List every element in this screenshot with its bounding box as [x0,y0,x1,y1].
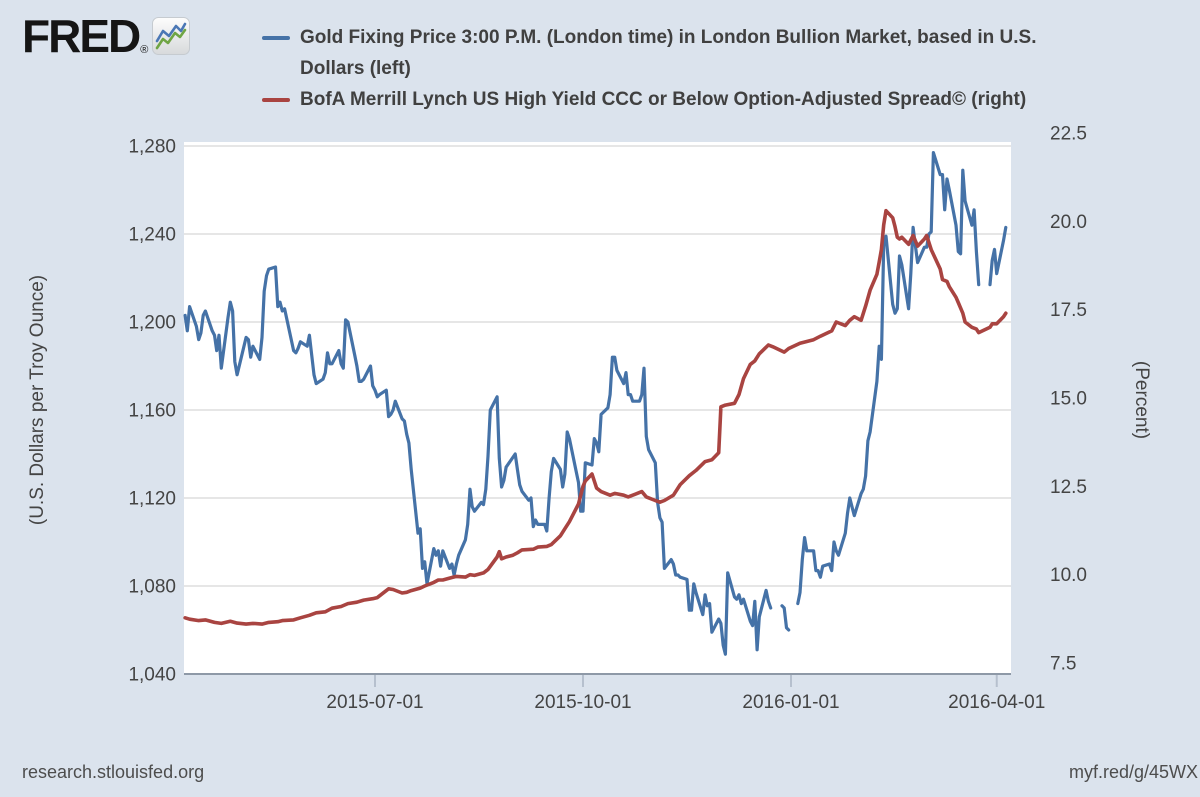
right-axis-tick-label: 22.5 [1050,124,1087,145]
right-axis-tick-label: 15.0 [1050,389,1087,410]
gold-price-line [780,604,791,632]
fred-logo-text: FRED [22,10,141,62]
gold-price-line [183,265,773,656]
x-tick-label: 2016-04-01 [948,692,1045,713]
footer-short-url: myf.red/g/45WX [1068,762,1198,782]
left-axis-tick-label: 1,120 [128,489,176,510]
footer-source-url: research.stlouisfed.org [22,762,205,782]
plot-area [184,142,1011,674]
legend-item-gold-price: Gold Fixing Price 3:00 P.M. (London time… [262,22,1107,84]
left-axis-tick-label: 1,280 [128,137,176,158]
chart-footer: research.stlouisfed.org myf.red/g/45WX [0,762,1200,783]
fred-logo: FRED ® [22,10,191,62]
right-axis-tick-label: 17.5 [1050,300,1087,321]
right-axis-tick-label: 20.0 [1050,212,1087,233]
right-axis-tick-label: 10.0 [1050,565,1087,586]
right-axis-tick-label: 12.5 [1050,477,1087,498]
x-tick-label: 2015-10-01 [534,692,631,713]
legend-item-ccc-spread: BofA Merrill Lynch US High Yield CCC or … [262,84,1107,115]
left-axis-title: (U.S. Dollars per Troy Ounce) [27,274,48,526]
ccc-spread-line [183,208,1008,626]
chart-legend: Gold Fixing Price 3:00 P.M. (London time… [262,22,1107,115]
x-tick-label: 2016-01-01 [742,692,839,713]
right-axis-tick-label: 7.5 [1050,654,1076,675]
legend-swatch-ccc-spread [262,98,290,102]
gold-price-line [796,151,981,606]
left-axis-tick-label: 1,080 [128,577,176,598]
legend-swatch-gold-price [262,36,290,40]
left-axis-tick-label: 1,040 [128,665,176,686]
x-tick-label: 2015-07-01 [326,692,423,713]
fred-chart-icon [152,17,191,60]
legend-label-ccc-spread: BofA Merrill Lynch US High Yield CCC or … [300,89,1027,110]
right-axis-title: (Percent) [1131,360,1152,440]
gold-price-line [988,225,1008,287]
left-axis-tick-label: 1,200 [128,313,176,334]
registered-trademark-icon: ® [140,44,149,56]
left-axis-tick-label: 1,240 [128,225,176,246]
legend-label-gold-price: Gold Fixing Price 3:00 P.M. (London time… [300,27,1037,79]
left-axis-tick-label: 1,160 [128,401,176,422]
